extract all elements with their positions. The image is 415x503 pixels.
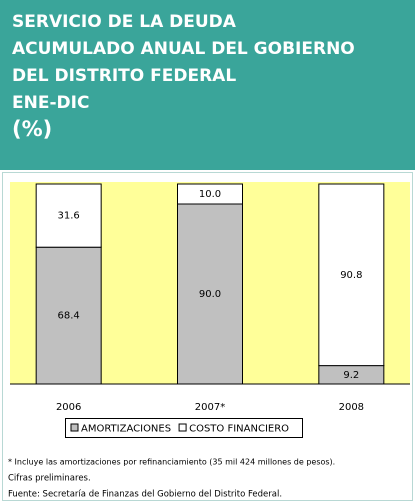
chart-title: SERVICIO DE LA DEUDA — [12, 12, 237, 32]
data-label: 90.0 — [199, 289, 221, 300]
data-label: 9.2 — [343, 370, 359, 381]
legend-swatch — [178, 423, 187, 432]
legend-label: COSTO FINANCIERO — [189, 424, 289, 435]
footnote: Fuente: Secretaría de Finanzas del Gobie… — [8, 490, 282, 500]
bar-segment — [35, 246, 102, 385]
x-tick-label: 2007* — [195, 402, 225, 413]
chart-title: (%) — [12, 117, 52, 141]
chart-title: DEL DISTRITO FEDERAL — [12, 66, 236, 86]
legend-label: AMORTIZACIONES — [81, 424, 171, 435]
bar-segment — [35, 183, 102, 248]
footnote: Cifras preliminares. — [8, 474, 91, 484]
footnote: * Incluye las amortizaciones por refinan… — [8, 458, 335, 467]
data-label: 68.4 — [58, 311, 80, 322]
data-label: 90.8 — [340, 270, 362, 281]
data-label: 10.0 — [199, 189, 221, 200]
bar-segment — [177, 203, 243, 385]
x-tick-label: 2008 — [339, 402, 364, 413]
x-tick-label: 2006 — [56, 402, 81, 413]
bar-segment — [177, 183, 243, 205]
chart-title: ACUMULADO ANUAL DEL GOBIERNO — [12, 39, 355, 59]
bar-segment — [318, 183, 385, 367]
legend-swatch — [70, 423, 79, 432]
chart-title: ENE-DIC — [12, 93, 89, 113]
data-label: 31.6 — [58, 211, 80, 222]
header-band — [0, 0, 415, 170]
